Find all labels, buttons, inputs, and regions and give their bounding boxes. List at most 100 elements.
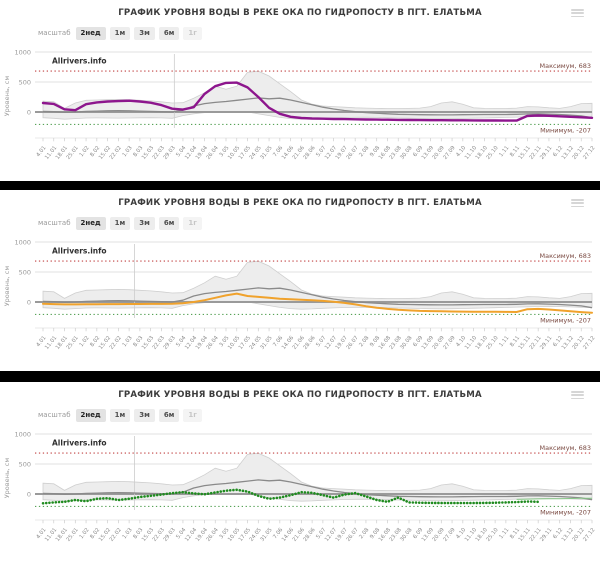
water-level-line bbox=[41, 488, 540, 505]
max-line-label: Максимум, 683 bbox=[539, 444, 591, 452]
x-tick-label: 29.11 bbox=[539, 527, 553, 543]
chart-panel: ГРАФИК УРОВНЯ ВОДЫ В РЕКЕ ОКА ПО ГИДРОПО… bbox=[0, 190, 600, 371]
x-tick-label: 1.11 bbox=[498, 335, 510, 348]
x-tick-label: 26.04 bbox=[206, 145, 221, 161]
x-tick-label: 22.02 bbox=[109, 527, 123, 543]
min-line-label: Минимум, -207 bbox=[540, 127, 591, 135]
y-tick-label: 500 bbox=[19, 78, 31, 86]
watermark: Allrivers.info bbox=[52, 57, 107, 66]
x-tick-label: 29.11 bbox=[539, 335, 553, 351]
x-tick-label: 28.06 bbox=[302, 527, 317, 543]
scale-button-1year[interactable]: 1г bbox=[183, 26, 202, 40]
x-tick-label: 25.01 bbox=[66, 527, 80, 543]
x-tick-label: 27.09 bbox=[442, 335, 457, 351]
x-tick-label: 29.11 bbox=[539, 145, 553, 161]
x-tick-label: 31.05 bbox=[259, 527, 273, 543]
x-tick-label: 26.07 bbox=[346, 145, 360, 161]
y-tick-label: 1000 bbox=[14, 430, 31, 438]
scale-label: масштаб bbox=[38, 411, 71, 419]
x-tick-label: 26.04 bbox=[206, 335, 221, 351]
x-tick-label: 26.04 bbox=[206, 527, 221, 543]
x-tick-label: 27.09 bbox=[442, 145, 457, 161]
chart-panel: ГРАФИК УРОВНЯ ВОДЫ В РЕКЕ ОКА ПО ГИДРОПО… bbox=[0, 0, 600, 181]
x-tick-label: 1.11 bbox=[498, 527, 510, 540]
scale-button-2week[interactable]: 2нед bbox=[75, 216, 106, 230]
scale-button-2week[interactable]: 2нед bbox=[75, 26, 106, 40]
x-tick-label: 2.08 bbox=[358, 145, 370, 159]
scale-button-1month[interactable]: 1м bbox=[109, 26, 131, 40]
watermark: Allrivers.info bbox=[52, 247, 107, 256]
x-tick-label: 25.01 bbox=[66, 335, 80, 351]
historical-mean-line bbox=[42, 479, 593, 501]
x-tick-label: 31.05 bbox=[259, 335, 273, 351]
x-tick-label: 28.06 bbox=[302, 145, 317, 161]
scale-button-2week[interactable]: 2нед bbox=[75, 408, 106, 422]
y-tick-label: 500 bbox=[19, 460, 31, 468]
water-level-chart[interactable]: 1000 500 0 Allrivers.info Максимум, 683 Миним… bbox=[0, 44, 600, 180]
hamburger-menu-icon[interactable] bbox=[571, 199, 584, 209]
scale-controls: масштаб 2нед 1м 3м 6м 1г bbox=[38, 216, 202, 230]
min-line-label: Минимум, -207 bbox=[540, 317, 591, 325]
y-axis-title: Уровень, см bbox=[3, 458, 11, 499]
x-tick-label: 22.02 bbox=[109, 145, 123, 161]
water-level-tail-line bbox=[516, 497, 593, 500]
x-tick-label: 27.12 bbox=[582, 335, 596, 351]
scale-button-3month[interactable]: 3м bbox=[134, 408, 155, 422]
water-level-chart[interactable]: 1000 500 0 Allrivers.info Максимум, 683 Миним… bbox=[0, 234, 600, 370]
scale-button-1year[interactable]: 1г bbox=[183, 216, 202, 230]
panel-separator bbox=[0, 371, 600, 382]
y-tick-label: 1000 bbox=[14, 238, 31, 246]
y-tick-label: 0 bbox=[27, 108, 31, 116]
water-level-line bbox=[41, 81, 594, 122]
x-tick-label: 27.12 bbox=[582, 145, 596, 161]
scale-button-1month[interactable]: 1м bbox=[109, 408, 131, 422]
x-tick-label: 29.03 bbox=[163, 145, 177, 161]
x-tick-label: 30.08 bbox=[399, 527, 414, 543]
scale-controls: масштаб 2нед 1м 3м 6м 1г bbox=[38, 408, 202, 422]
scale-button-3month[interactable]: 3м bbox=[134, 26, 155, 40]
x-tick-label: 31.05 bbox=[259, 145, 273, 161]
x-tick-label: 25.10 bbox=[485, 335, 500, 351]
water-level-chart[interactable]: 1000 500 0 Allrivers.info Максимум, 683 Миним… bbox=[0, 426, 600, 562]
scale-label: масштаб bbox=[38, 29, 71, 37]
x-tick-label: 25.10 bbox=[485, 527, 500, 543]
hamburger-menu-icon[interactable] bbox=[571, 391, 584, 401]
water-level-line bbox=[42, 292, 593, 314]
chart-panel: ГРАФИК УРОВНЯ ВОДЫ В РЕКЕ ОКА ПО ГИДРОПО… bbox=[0, 382, 600, 562]
scale-button-1year[interactable]: 1г bbox=[183, 408, 202, 422]
scale-button-1month[interactable]: 1м bbox=[109, 216, 131, 230]
y-tick-label: 0 bbox=[27, 298, 31, 306]
x-tick-label: 1.11 bbox=[498, 145, 510, 158]
scale-label: масштаб bbox=[38, 219, 71, 227]
x-tick-label: 1.03 bbox=[122, 335, 134, 348]
scale-button-3month[interactable]: 3м bbox=[134, 216, 155, 230]
x-tick-label: 1.02 bbox=[79, 527, 91, 540]
x-tick-label: 1.03 bbox=[122, 145, 134, 158]
x-tick-label: 1.03 bbox=[122, 527, 134, 540]
x-tick-label: 2.08 bbox=[358, 527, 370, 541]
hamburger-menu-icon[interactable] bbox=[571, 9, 584, 19]
historical-mean-line bbox=[42, 287, 593, 309]
x-tick-label: 30.08 bbox=[399, 145, 414, 161]
y-axis-title: Уровень, см bbox=[3, 76, 11, 117]
max-line-label: Максимум, 683 bbox=[539, 62, 591, 70]
x-tick-label: 26.07 bbox=[346, 335, 360, 351]
y-axis-title: Уровень, см bbox=[3, 266, 11, 307]
scale-button-6month[interactable]: 6м bbox=[158, 216, 180, 230]
x-tick-label: 25.10 bbox=[485, 145, 500, 161]
y-tick-label: 0 bbox=[27, 490, 31, 498]
scale-button-6month[interactable]: 6м bbox=[158, 26, 180, 40]
chart-title: ГРАФИК УРОВНЯ ВОДЫ В РЕКЕ ОКА ПО ГИДРОПО… bbox=[118, 198, 482, 208]
historical-mean-line bbox=[42, 97, 593, 119]
x-tick-label: 1.02 bbox=[79, 335, 91, 348]
x-tick-label: 29.03 bbox=[163, 527, 177, 543]
x-tick-label: 22.02 bbox=[109, 335, 123, 351]
scale-controls: масштаб 2нед 1м 3м 6м 1г bbox=[38, 26, 202, 40]
scale-button-6month[interactable]: 6м bbox=[158, 408, 180, 422]
y-tick-label: 500 bbox=[19, 268, 31, 276]
watermark: Allrivers.info bbox=[52, 439, 107, 448]
x-tick-label: 25.01 bbox=[66, 145, 80, 161]
chart-title: ГРАФИК УРОВНЯ ВОДЫ В РЕКЕ ОКА ПО ГИДРОПО… bbox=[118, 390, 482, 400]
y-tick-label: 1000 bbox=[14, 48, 31, 56]
x-tick-label: 29.03 bbox=[163, 335, 177, 351]
